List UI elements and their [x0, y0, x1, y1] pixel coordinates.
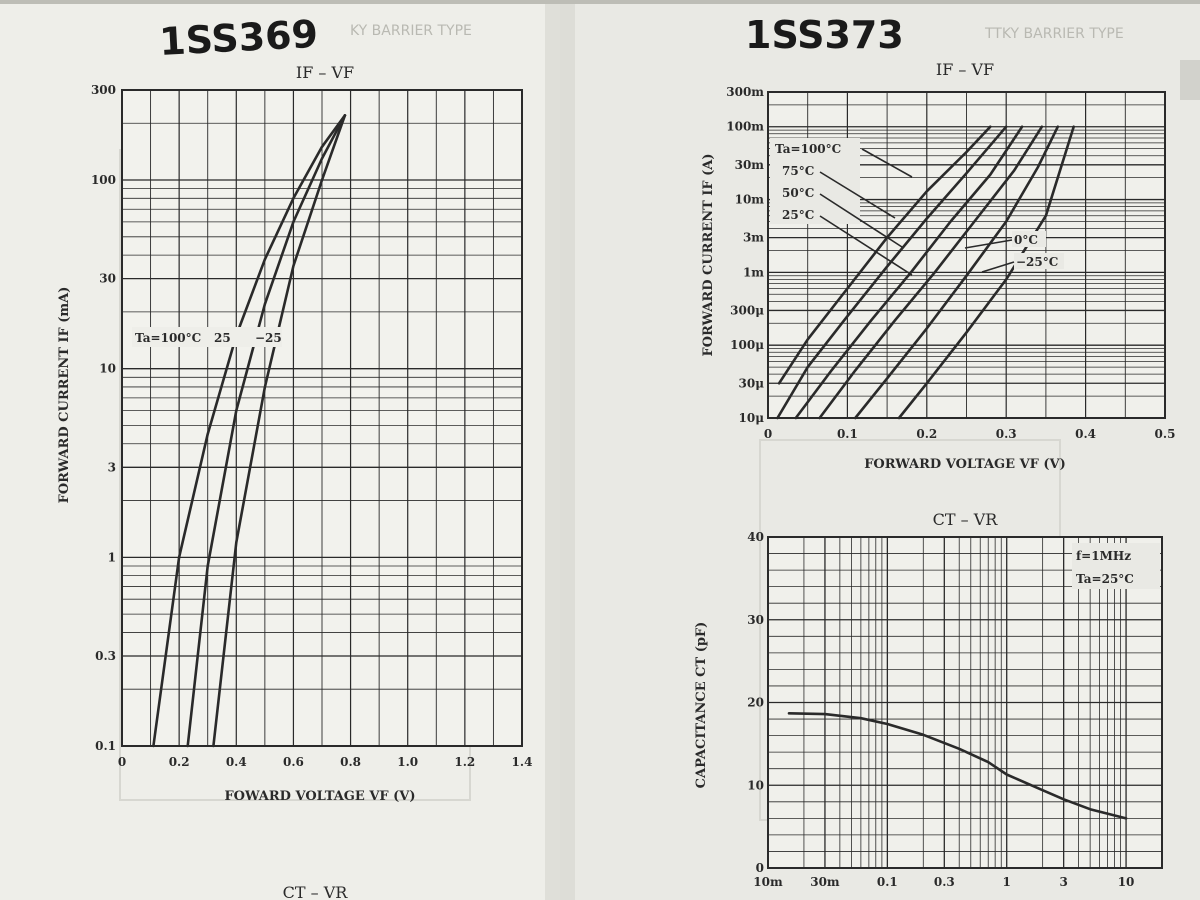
- chart2-annotation-25: 25°C: [782, 208, 814, 222]
- chart3-grid: [767, 536, 1163, 869]
- chart3-y-label: CAPACITANCE CT (pF): [694, 622, 709, 789]
- chart1-x-tick: 1.4: [512, 755, 533, 769]
- chart2-x-tick: 0.4: [1075, 427, 1096, 441]
- chart1-annotation-ta100: Ta=100°C: [135, 331, 201, 345]
- chart2-x-tick: 0.2: [916, 427, 937, 441]
- chart2-curve-5: [897, 125, 1075, 420]
- chart1-curve-0: [152, 114, 347, 748]
- chart2-annotation-50: 50°C: [782, 186, 814, 200]
- chart3-annotation-temp: Ta=25°C: [1076, 572, 1134, 586]
- chart3-title: CT – VR: [933, 510, 999, 529]
- chart1-annotation-minus25: −25: [255, 331, 282, 345]
- chart1-curve-1: [186, 114, 347, 748]
- chart1-y-tick: 3: [108, 460, 116, 474]
- chart2-annotation-minus25: −25°C: [1016, 255, 1058, 269]
- chart2-y-tick: 30m: [735, 158, 765, 172]
- chart1-x-tick: 0.4: [226, 755, 247, 769]
- chart2-curve-3: [818, 125, 1044, 420]
- chart2-leader-lines: [819, 148, 1015, 276]
- chart4-title-partial: CT – VR: [283, 883, 349, 900]
- chart1-x-tick: 0: [118, 755, 126, 769]
- chart-1ss373-if-vf: IF – VF 0 0.1 0.2 0.3 0.4 0.5 10μ30μ100μ300μ1…: [701, 60, 1175, 472]
- chart3-curves: [787, 712, 1128, 820]
- mirrored-header-right: TTKY BARRIER TYPE: [984, 26, 1124, 42]
- chart3-x-tick: 0.3: [934, 875, 955, 889]
- chart2-annotation-minus25-bg: [1014, 253, 1064, 269]
- chart1-curves: [152, 114, 347, 748]
- chart2-y-tick: 300μ: [730, 303, 764, 317]
- chart1-title: IF – VF: [296, 63, 354, 82]
- chart3-x-ticks: 10m 30m 0.1 0.3 1 3 10: [753, 875, 1134, 889]
- mirrored-header-left: KY BARRIER TYPE: [350, 23, 472, 39]
- chart2-x-tick: 0.5: [1155, 427, 1176, 441]
- chart3-y-tick: 30: [747, 613, 764, 627]
- chart3-y-tick: 40: [747, 530, 764, 544]
- chart3-x-tick: 3: [1059, 875, 1067, 889]
- chart1-y-tick: 30: [99, 272, 116, 286]
- chart1-x-ticks: 0 0.2 0.4 0.6 0.8 1.0 1.2 1.4: [118, 755, 533, 769]
- chart2-annotation-0: 0°C: [1014, 233, 1038, 247]
- chart1-annotation-bg: [132, 327, 282, 347]
- chart2-title: IF – VF: [936, 60, 994, 79]
- chart2-y-tick: 30μ: [739, 376, 765, 390]
- chart2-annotation-75: 75°C: [782, 164, 814, 178]
- chart2-x-ticks: 0 0.1 0.2 0.3 0.4 0.5: [764, 427, 1176, 441]
- page-gutter-shadow: [545, 0, 575, 900]
- chart1-y-label: FORWARD CURRENT IF (mA): [57, 287, 72, 504]
- chart1-y-tick: 300: [91, 83, 116, 97]
- chart1-y-tick: 10: [99, 362, 116, 376]
- chart1-x-tick: 0.8: [340, 755, 361, 769]
- chart2-y-tick: 100μ: [730, 338, 764, 352]
- chart1-y-ticks: 0.1 0.3 1 3 10 30 100 300: [91, 83, 116, 753]
- chart1-x-label: FOWARD VOLTAGE VF (V): [224, 789, 415, 804]
- chart1-y-tick: 0.1: [95, 739, 116, 753]
- chart2-y-tick: 3m: [743, 231, 764, 245]
- chart2-y-tick: 300m: [726, 85, 764, 99]
- chart2-curve-1: [776, 125, 1008, 420]
- chart-1ss373-ct-vr: CT – VR 10m 30m 0.1 0.3 1 3 10 0 10 20 30 40 CAPAC…: [694, 510, 1163, 889]
- chart2-y-tick: 10μ: [739, 411, 765, 425]
- chart3-x-tick: 30m: [810, 875, 840, 889]
- chart2-y-ticks: 10μ 30μ 100μ 300μ 1m 3m 10m 30m 100m 300m: [726, 85, 764, 425]
- chart2-curve-4: [854, 125, 1060, 420]
- chart2-x-tick: 0.3: [996, 427, 1017, 441]
- chart2-y-tick: 10m: [735, 193, 765, 207]
- chart1-grid: [121, 89, 523, 747]
- chart2-x-label: FORWARD VOLTAGE VF (V): [864, 457, 1066, 472]
- chart3-annotation-bg: [1072, 543, 1160, 589]
- chart1-x-tick: 0.6: [283, 755, 304, 769]
- chart3-y-tick: 20: [747, 696, 764, 710]
- chart1-x-tick: 0.2: [169, 755, 190, 769]
- chart3-x-tick: 10m: [753, 875, 783, 889]
- chart1-y-tick: 1: [108, 550, 116, 564]
- handwritten-label-left: 1SS369: [158, 12, 319, 64]
- chart3-y-ticks: 0 10 20 30 40: [747, 530, 764, 875]
- chart1-x-tick: 1.0: [397, 755, 418, 769]
- chart3-x-tick: 10: [1118, 875, 1135, 889]
- chart1-curve-2: [212, 114, 347, 748]
- chart3-x-tick: 0.1: [877, 875, 898, 889]
- chart2-curves: [776, 125, 1075, 420]
- chart2-curve-2: [794, 125, 1024, 420]
- chart2-y-tick: 100m: [726, 120, 764, 134]
- chart-1ss369-if-vf: IF – VF 0 0.2 0.4 0.6 0.8 1.0 1.2 1.4 0.1 0.3 1 3 1…: [57, 63, 532, 804]
- chart2-y-label: FORWARD CURRENT IF (A): [701, 153, 716, 356]
- chart1-x-tick: 1.2: [454, 755, 475, 769]
- top-edge: [0, 0, 1200, 4]
- handwritten-label-right: 1SS373: [745, 13, 904, 57]
- chart1-annotation-25: 25: [214, 331, 231, 345]
- chart3-curve-0: [787, 712, 1128, 820]
- chart2-x-tick: 0.1: [837, 427, 858, 441]
- chart2-annotation-0-bg: [1012, 231, 1046, 247]
- chart3-x-tick: 1: [1003, 875, 1011, 889]
- chart2-y-tick: 1m: [743, 265, 764, 279]
- chart2-x-tick: 0: [764, 427, 772, 441]
- chart1-y-tick: 0.3: [95, 649, 116, 663]
- chart3-y-tick: 10: [747, 778, 764, 792]
- chart3-y-tick: 0: [756, 861, 764, 875]
- chart3-annotation-freq: f=1MHz: [1076, 549, 1131, 563]
- chart2-annotation-ta100: Ta=100°C: [775, 142, 841, 156]
- chart1-y-tick: 100: [91, 173, 116, 187]
